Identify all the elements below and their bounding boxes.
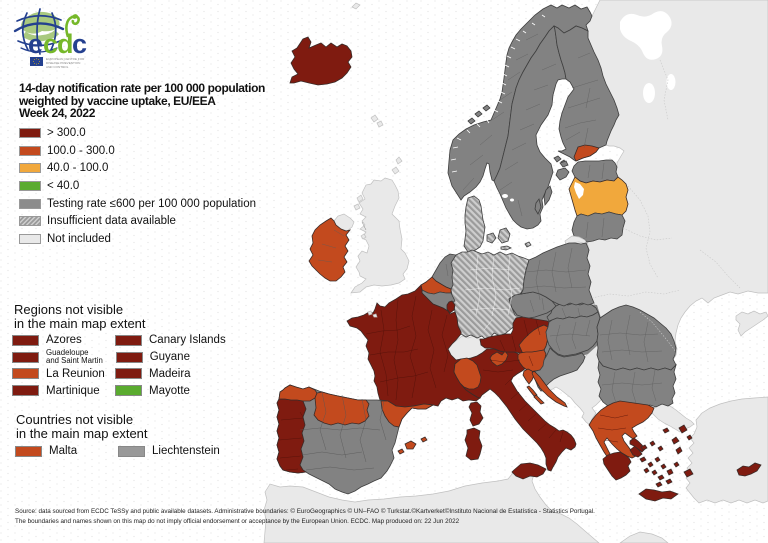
svg-text:d: d [57,29,74,59]
svg-text:c: c [72,29,87,59]
svg-text:DISEASE PREVENTION: DISEASE PREVENTION [46,61,80,65]
svg-text:AND CONTROL: AND CONTROL [46,65,69,69]
svg-text:e: e [28,29,43,59]
svg-text:EUROPEAN CENTRE FOR: EUROPEAN CENTRE FOR [46,57,85,61]
svg-text:c: c [43,29,58,59]
